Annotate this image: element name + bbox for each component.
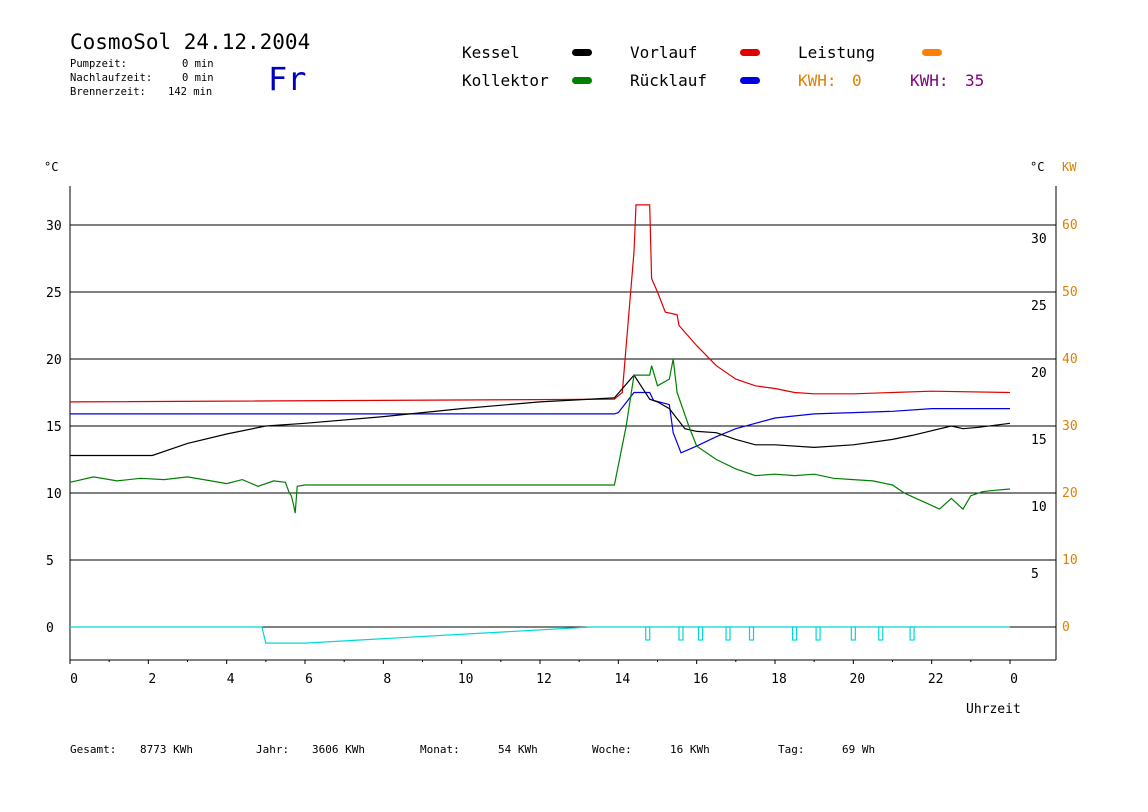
y-right2-tick-label: 50 — [1062, 285, 1078, 300]
y-left-tick-label: 0 — [46, 621, 54, 636]
legend-kollektor-label: Kollektor — [462, 71, 549, 90]
y-left-tick-label: 5 — [46, 554, 54, 569]
footer-monat-value: 54 KWh — [498, 743, 538, 756]
x-tick-label: 18 — [771, 672, 787, 687]
series-rcklauf-line — [70, 391, 1010, 454]
footer-jahr-value: 3606 KWh — [312, 743, 365, 756]
legend-kollektor-swatch — [572, 77, 592, 84]
stat-pumpzeit-label: Pumpzeit: — [70, 58, 127, 70]
legend-ruecklauf-swatch — [740, 77, 760, 84]
footer-gesamt-label: Gesamt: — [70, 743, 117, 756]
weekday-label: Fr — [268, 60, 307, 98]
legend-leistung-swatch — [922, 49, 942, 56]
y-left-tick-label: 10 — [46, 487, 62, 502]
y-left-tick-label: 30 — [46, 219, 62, 234]
x-tick-label: 8 — [383, 672, 391, 687]
x-tick-label: 20 — [850, 672, 866, 687]
series-kollektor-line — [69, 358, 1011, 514]
y-right-tick-label: 10 — [1031, 500, 1047, 515]
x-tick-label: 14 — [615, 672, 631, 687]
footer-tag-label: Tag: — [778, 743, 805, 756]
page-title: CosmoSol 24.12.2004 — [70, 30, 311, 54]
legend-kessel-label: Kessel — [462, 43, 520, 62]
leistung-pulse — [791, 626, 798, 641]
y-right-tick-label: 20 — [1031, 366, 1047, 381]
stat-brennerzeit-label: Brennerzeit: — [70, 86, 146, 98]
x-tick-label: 16 — [693, 672, 709, 687]
x-tick-label: 0 — [1010, 672, 1018, 687]
legend-kessel-swatch — [572, 49, 592, 56]
x-tick-label: 10 — [458, 672, 474, 687]
x-tick-label: 0 — [70, 672, 78, 687]
x-tick-label: 6 — [305, 672, 313, 687]
y-left-tick-label: 15 — [46, 420, 62, 435]
leistung-pulse — [909, 626, 915, 641]
x-tick-label: 4 — [227, 672, 235, 687]
stat-pumpzeit-value: 0 min — [182, 58, 214, 70]
leistung-pulse — [678, 626, 684, 641]
series-vorlauf-line — [69, 204, 1011, 403]
footer-tag-value: 69 Wh — [842, 743, 876, 756]
footer-woche-label: Woche: — [592, 743, 632, 756]
y-right-unit: °C — [1030, 160, 1045, 174]
kwh-total-label: KWH: — [910, 71, 949, 90]
kwh-daily-label: KWH: — [798, 71, 837, 90]
leistung-pulse — [850, 626, 856, 641]
y-right-tick-label: 30 — [1031, 232, 1047, 247]
leistung-pulse — [815, 626, 821, 641]
series-kessel-line — [70, 374, 1011, 457]
x-tick-label: 22 — [928, 672, 944, 687]
x-axis-label: Uhrzeit — [966, 702, 1021, 717]
y-right2-tick-label: 0 — [1062, 620, 1070, 635]
y-right2-tick-label: 10 — [1062, 553, 1078, 568]
stat-nachlaufzeit-label: Nachlaufzeit: — [70, 72, 153, 84]
footer-jahr-label: Jahr: — [256, 743, 290, 756]
stat-brennerzeit-value: 142 min — [168, 86, 213, 98]
stat-nachlaufzeit-value: 0 min — [182, 72, 214, 84]
leistung-pulse — [645, 626, 651, 641]
footer-woche-value: 16 KWh — [670, 743, 710, 756]
kwh-total-value: 35 — [965, 71, 985, 90]
footer-gesamt-value: 8773 KWh — [140, 743, 193, 756]
kwh-daily-value: 0 — [852, 71, 862, 90]
y-right2-tick-label: 60 — [1062, 218, 1078, 233]
x-tick-label: 2 — [148, 672, 156, 687]
leistung-pulse — [748, 626, 755, 641]
leistung-pulse — [878, 626, 884, 641]
x-tick-label: 12 — [536, 672, 552, 687]
y-left-unit: °C — [44, 160, 59, 174]
y-right-tick-label: 5 — [1031, 567, 1039, 582]
legend-ruecklauf-label: Rücklauf — [630, 71, 708, 90]
leistung-pulse — [725, 626, 731, 641]
y-right2-tick-label: 20 — [1062, 486, 1078, 501]
y-right2-tick-label: 40 — [1062, 352, 1078, 367]
y-right2-unit: KW — [1062, 160, 1077, 174]
legend-vorlauf-swatch — [740, 49, 760, 56]
y-right-tick-label: 25 — [1031, 299, 1047, 314]
footer-monat-label: Monat: — [420, 743, 460, 756]
y-left-tick-label: 20 — [46, 353, 62, 368]
legend-vorlauf-label: Vorlauf — [630, 43, 698, 62]
y-left-tick-label: 25 — [46, 286, 62, 301]
y-right-tick-label: 15 — [1031, 433, 1047, 448]
series-leistung-line — [70, 626, 1010, 644]
leistung-pulse — [697, 626, 704, 641]
y-right2-tick-label: 30 — [1062, 419, 1078, 434]
legend-leistung-label: Leistung — [798, 43, 876, 62]
